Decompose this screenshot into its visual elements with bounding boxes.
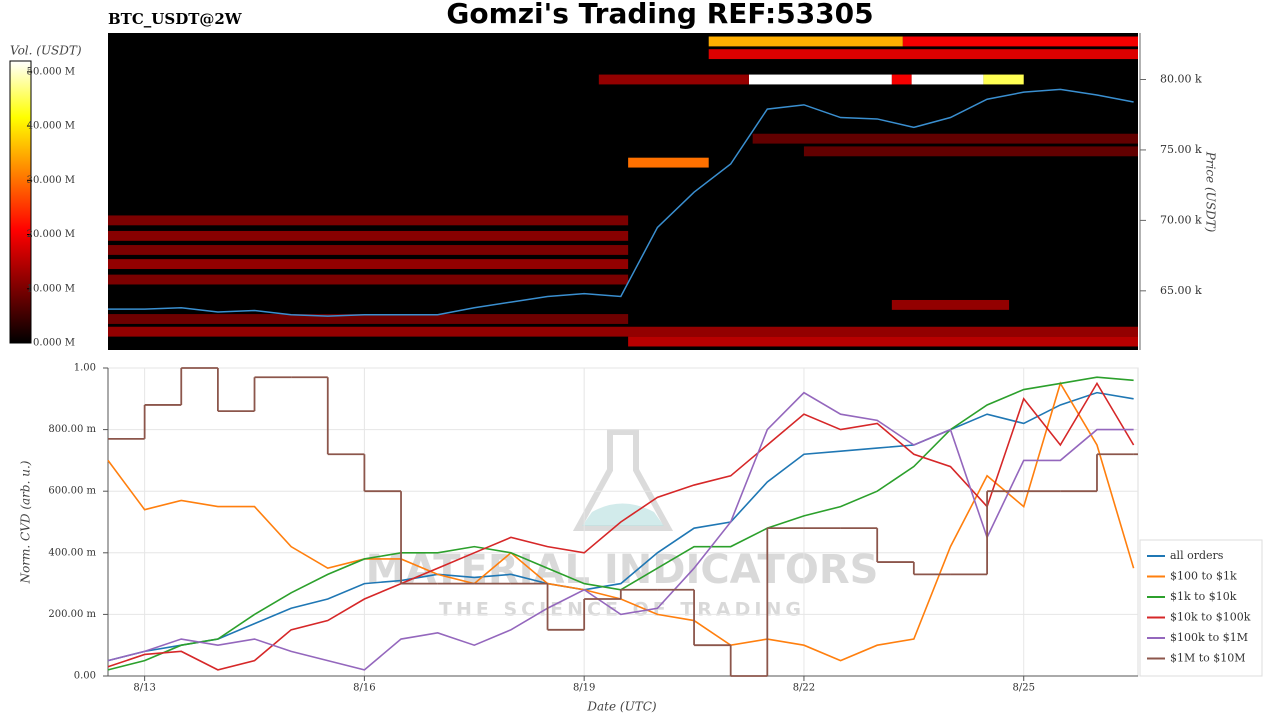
heatmap-background: [108, 33, 1138, 350]
legend-label: $100 to $1k: [1170, 570, 1237, 583]
heatmap-cell: [902, 36, 1138, 47]
price-line: [108, 88, 1134, 317]
heatmap-cell: [108, 215, 629, 226]
legend-label: $100k to $1M: [1170, 631, 1248, 644]
watermark-name: MATERIAL INDICATORS: [366, 547, 879, 593]
x-tick-label: 8/13: [133, 683, 155, 694]
heatmap-cell: [891, 74, 912, 85]
legend: [1139, 539, 1263, 677]
price-axis-label: Price (USDT): [1204, 151, 1218, 233]
colorbar-tick-label: 20.000 M: [27, 229, 75, 240]
price-tick-label: 75.00 k: [1160, 143, 1202, 156]
heatmap-cell: [911, 74, 984, 85]
y-axis-label: Norm. CVD (arb. u.): [19, 460, 33, 584]
legend-label: $10k to $100k: [1170, 611, 1251, 624]
y-tick-label: 800.00 m: [48, 424, 96, 435]
y-tick-label: 400.00 m: [48, 547, 96, 558]
x-tick-label: 8/25: [1012, 683, 1034, 694]
watermark-tagline: THE SCIENCE OF TRADING: [439, 599, 805, 621]
heatmap-clip: [108, 36, 1138, 347]
colorbar-tick-label: 10.000 M: [27, 283, 75, 294]
heatmap-cell: [628, 336, 1138, 347]
price-tick-label: 65.00 k: [1160, 284, 1202, 297]
heatmap-cell: [752, 133, 1138, 144]
price-tick-label: 80.00 k: [1160, 72, 1202, 85]
heatmap-cell: [628, 157, 709, 168]
heatmap-cell: [108, 259, 629, 269]
title: Gomzi's Trading REF:53305: [446, 0, 873, 30]
x-axis-label: Date (UTC): [586, 700, 656, 714]
series-line: [107, 381, 1135, 671]
colorbar-tick-label: 30.000 M: [27, 175, 75, 186]
heatmap-cell: [108, 326, 1138, 337]
colorbar-tick-label: 0.000 M: [33, 338, 75, 349]
y-tick-label: 200.00 m: [48, 609, 96, 620]
symbol: BTC_USDT@2W: [108, 10, 243, 28]
x-tick-label: 8/19: [573, 683, 595, 694]
y-tick-label: 600.00 m: [48, 486, 96, 497]
heatmap-cell: [108, 230, 629, 241]
y-tick-label: 0.00: [74, 671, 96, 682]
colorbar-tick-label: 40.000 M: [27, 121, 75, 132]
price-tick-label: 70.00 k: [1160, 213, 1202, 226]
watermark: MATERIAL INDICATORS THE SCIENCE OF TRADI…: [366, 429, 879, 621]
heatmap-cell: [108, 314, 629, 324]
heatmap-cell: [708, 36, 903, 47]
colorbar-label: Vol. (USDT): [10, 44, 82, 58]
heatmap-cell: [749, 74, 892, 85]
heatmap-cell: [803, 146, 1138, 157]
x-tick-label: 8/16: [353, 683, 375, 694]
heatmap-cell: [108, 274, 629, 285]
legend-label: all orders: [1170, 549, 1224, 562]
heatmap-cell: [108, 245, 629, 255]
x-tick-label: 8/22: [793, 683, 815, 694]
legend-label: $1M to $10M: [1170, 652, 1246, 665]
legend-label: $1k to $10k: [1170, 590, 1237, 603]
colorbar-tick-label: 50.000 M: [27, 66, 75, 77]
heatmap-cell: [983, 74, 1024, 85]
heatmap-cell: [598, 74, 750, 85]
y-tick-label: 1.00: [74, 363, 96, 374]
series-line: [107, 391, 1134, 662]
colorbar: [9, 60, 32, 344]
heatmap-cell: [708, 49, 1138, 60]
series-line: [107, 391, 1134, 671]
heatmap-cell: [891, 299, 1010, 310]
